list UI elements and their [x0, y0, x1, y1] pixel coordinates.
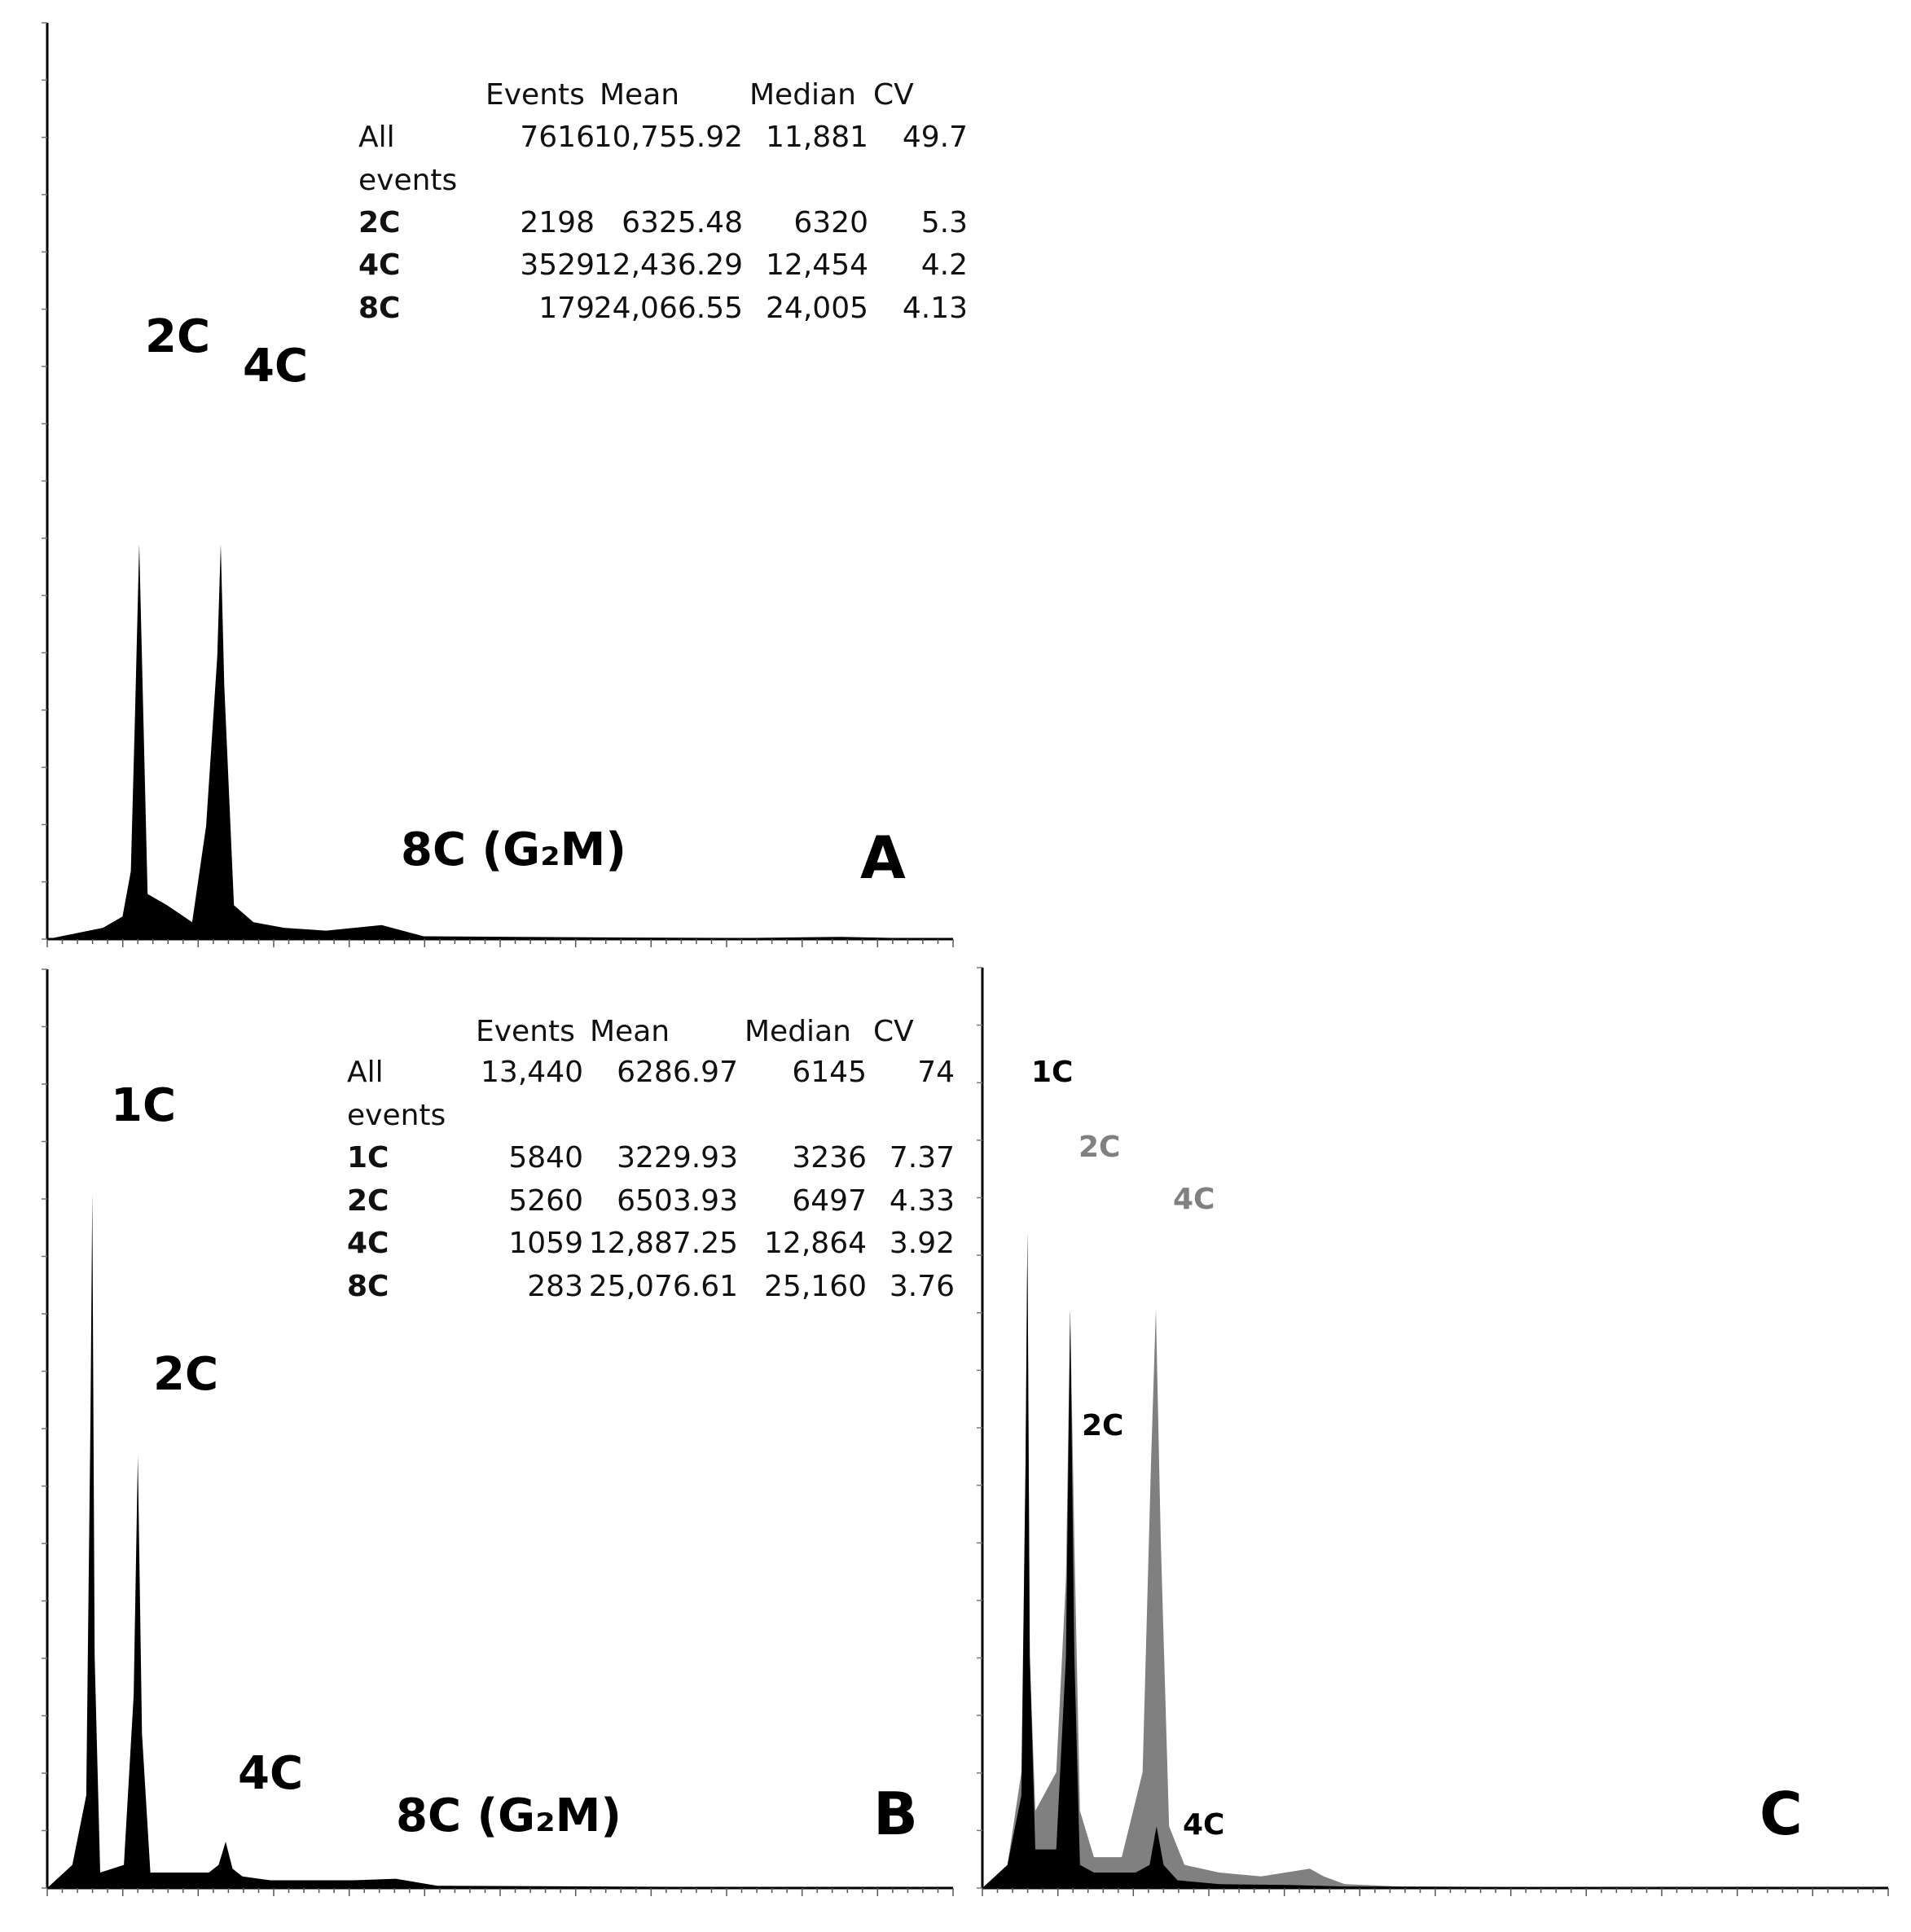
panel-b-cell: 6497 [792, 1184, 867, 1218]
panel-a-cell: 6320 [793, 206, 868, 239]
panel-b-row-label: All [347, 1056, 384, 1089]
panel-b-cell: 6503.93 [617, 1184, 738, 1218]
panel-a-peak-label-2c: 2C [145, 310, 210, 363]
panel-a-axes [42, 22, 954, 947]
panel-a-cell: 12,454 [766, 248, 868, 282]
panel-a-row-label: 2C [358, 206, 400, 239]
panel-b-cell: 3236 [792, 1141, 867, 1175]
panel-b-cell: 25,160 [764, 1270, 867, 1303]
panel-b-cell: 283 [527, 1270, 583, 1303]
panel-a-cell: 179 [538, 292, 595, 325]
panel-b-row-label2: events [347, 1099, 446, 1132]
panel-b-axes [42, 968, 954, 1896]
panel-b-cell: 6145 [792, 1056, 867, 1089]
panel-c-y-ticks [977, 967, 982, 1889]
panel-a-row-label2: events [358, 164, 457, 197]
panel-a-row-label: All [358, 121, 395, 154]
panel-a-cell: 24,005 [766, 292, 868, 325]
panel-b-letter: B [873, 1780, 918, 1848]
panel-a-cell: 10,755.92 [594, 121, 743, 154]
panel-a-histogram [47, 543, 953, 939]
panel-a-stats-table: Events Mean Median CV All events 7616 10… [358, 78, 968, 325]
panel-c-peak-label-4c-black: 4C [1183, 1808, 1224, 1842]
panel-c-series-1-area [982, 1232, 1888, 1888]
panel-b-row-label: 1C [347, 1141, 389, 1175]
panel-b-histogram [47, 1192, 953, 1888]
panel-a: Events Mean Median CV All events 7616 10… [42, 22, 968, 947]
panel-a-row-label: 8C [358, 292, 400, 325]
panel-b-cell: 3.76 [890, 1270, 955, 1303]
panel-b-col-mean: Mean [590, 1015, 670, 1048]
panel-a-cell: 6325.48 [622, 206, 743, 239]
panel-a-col-events: Events [485, 78, 585, 112]
panel-b-cell: 6286.97 [617, 1056, 738, 1089]
panel-a-col-cv: CV [873, 78, 914, 112]
panel-b: Events Mean Median CV All events 13,440 … [42, 968, 955, 1896]
panel-b-peak-label-1c: 1C [111, 1079, 176, 1132]
panel-a-y-ticks [42, 22, 47, 940]
panel-b-row-label: 2C [347, 1184, 389, 1218]
panel-b-peak-label-4c: 4C [238, 1747, 303, 1800]
panel-b-peak-label-2c: 2C [153, 1348, 218, 1401]
panel-c-letter: C [1759, 1780, 1803, 1848]
panel-c-peak-label-2c-black: 2C [1082, 1409, 1123, 1442]
panel-a-peak-label-8c: 8C (G₂M) [401, 823, 626, 876]
panel-b-cell: 5260 [508, 1184, 583, 1218]
panel-b-cell: 25,076.61 [589, 1270, 738, 1303]
panel-b-x-ticks [46, 1888, 954, 1896]
panel-a-row-label: 4C [358, 248, 400, 282]
panel-c-histogram [982, 1232, 1888, 1888]
panel-c-x-ticks [982, 1888, 1889, 1896]
panel-a-peak-label-4c: 4C [243, 340, 308, 393]
panel-a-cell: 12,436.29 [594, 248, 743, 282]
panel-c-peak-label-2c-grey: 2C [1079, 1131, 1120, 1164]
panel-b-cell: 7.37 [890, 1141, 955, 1175]
panel-b-stats-table: Events Mean Median CV All events 13,440 … [347, 1015, 955, 1303]
panel-b-col-cv: CV [873, 1015, 914, 1048]
panel-b-cell: 4.33 [890, 1184, 955, 1218]
panel-c-peak-label-1c: 1C [1031, 1056, 1073, 1089]
panel-b-cell: 74 [917, 1056, 955, 1089]
panel-b-row-label: 8C [347, 1270, 389, 1303]
panel-a-cell: 2198 [520, 206, 595, 239]
panel-b-cell: 12,864 [764, 1227, 867, 1260]
panel-b-y-ticks [42, 968, 47, 1889]
panel-a-cell: 24,066.55 [594, 292, 743, 325]
panel-a-x-ticks [46, 939, 954, 947]
panel-b-cell: 3.92 [890, 1227, 955, 1260]
panel-c-peak-label-4c-grey: 4C [1173, 1183, 1215, 1216]
panel-c-series-0-area [982, 1232, 1888, 1888]
panel-a-col-mean: Mean [600, 78, 679, 112]
panel-b-cell: 1059 [508, 1227, 583, 1260]
panel-a-series-0-area [47, 543, 953, 939]
panel-a-cell: 7616 [520, 121, 595, 154]
panel-a-cell: 11,881 [766, 121, 868, 154]
panel-a-letter: A [860, 823, 906, 892]
panel-a-cell: 4.13 [903, 292, 968, 325]
panel-b-row-label: 4C [347, 1227, 389, 1260]
panel-b-peak-label-8c: 8C (G₂M) [396, 1789, 622, 1842]
panel-b-cell: 12,887.25 [589, 1227, 738, 1260]
panel-b-cell: 5840 [508, 1141, 583, 1175]
panel-b-col-events: Events [476, 1015, 575, 1048]
panel-a-cell: 4.2 [921, 248, 968, 282]
panel-a-col-median: Median [749, 78, 856, 112]
panel-a-cell: 49.7 [903, 121, 968, 154]
panel-a-cell: 5.3 [921, 206, 968, 239]
panel-c: 1C 2C 4C 2C 4C C [977, 967, 1889, 1896]
panel-a-cell: 3529 [520, 248, 595, 282]
panel-b-cell: 3229.93 [617, 1141, 738, 1175]
panel-b-cell: 13,440 [481, 1056, 583, 1089]
panel-b-col-median: Median [745, 1015, 851, 1048]
panel-b-series-0-area [47, 1192, 953, 1888]
